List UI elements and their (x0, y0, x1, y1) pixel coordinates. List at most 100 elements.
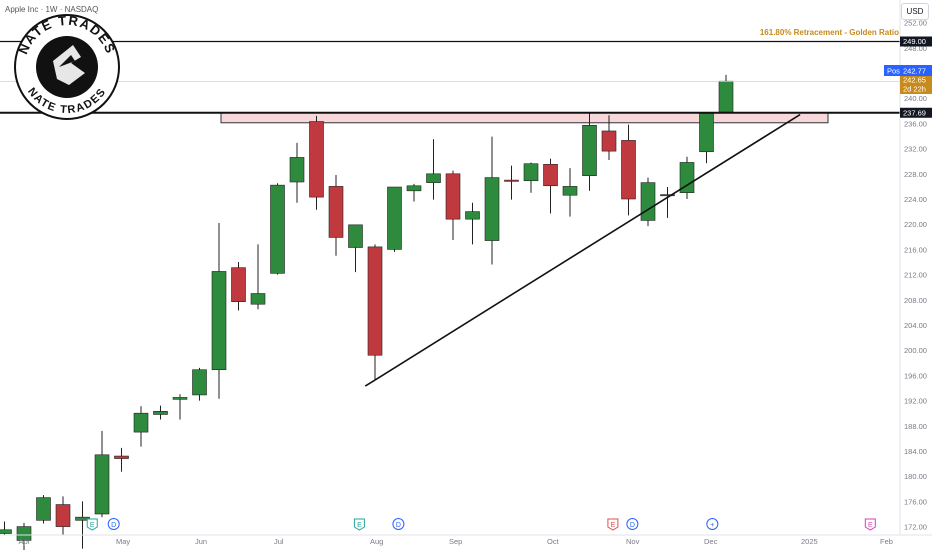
candle[interactable] (16, 522, 32, 552)
event-marker-label: E (611, 522, 616, 529)
post-price-badge-text: 242.77 (903, 67, 926, 76)
price-tick-label: 204.00 (904, 321, 927, 330)
event-marker-label: E (90, 522, 95, 529)
candle-body (16, 526, 32, 541)
candle[interactable] (114, 447, 129, 472)
fib-price-badge-bg (900, 36, 932, 47)
candle[interactable] (153, 405, 168, 420)
candle[interactable] (601, 115, 617, 160)
dividend-marker[interactable]: D (626, 518, 639, 530)
price-tick-label: 220.00 (904, 220, 927, 229)
candle[interactable] (679, 156, 695, 199)
fib-price-badge-text: 249.00 (903, 37, 926, 46)
time-tick-label: 2025 (801, 537, 818, 546)
candle-body (192, 369, 207, 396)
fib-price-badge: 249.00 (900, 36, 932, 47)
candle-body (406, 185, 422, 192)
price-tick-label: 172.00 (904, 523, 927, 532)
symbol-title: Apple Inc · 1W · NASDAQ (5, 5, 99, 14)
candle[interactable] (36, 495, 51, 524)
candle[interactable] (309, 115, 324, 210)
candle[interactable] (0, 521, 12, 536)
dividend-marker[interactable]: D (107, 518, 120, 530)
candle[interactable] (289, 142, 305, 203)
event-marker-shape (626, 518, 639, 530)
candle[interactable] (465, 202, 480, 245)
candle-body (270, 184, 285, 274)
candle[interactable] (211, 222, 227, 399)
candle[interactable] (172, 394, 188, 420)
candle[interactable] (406, 183, 422, 202)
candle-body (640, 182, 656, 221)
price-tick-label: 212.00 (904, 271, 927, 280)
dividend-marker[interactable]: + (706, 518, 719, 530)
time-tick-label: Aug (370, 537, 383, 546)
candle[interactable] (562, 168, 578, 217)
candle[interactable] (133, 406, 149, 447)
candle-body (465, 211, 480, 220)
candle-body (699, 113, 714, 153)
candle-body (445, 173, 461, 220)
candle[interactable] (523, 162, 539, 193)
event-marker-label: D (630, 522, 635, 529)
earnings-marker[interactable]: E (86, 518, 98, 531)
candle[interactable] (231, 262, 246, 311)
candle[interactable] (192, 367, 207, 401)
time-tick-label: May (116, 537, 130, 546)
candle[interactable] (660, 187, 675, 218)
candle-body (289, 157, 305, 183)
candle-body (348, 224, 363, 248)
price-tick-label: 176.00 (904, 497, 927, 506)
candle-body (523, 163, 539, 182)
time-tick-label: Oct (547, 537, 560, 546)
candle[interactable] (367, 244, 383, 380)
candle[interactable] (270, 183, 285, 275)
currency-button[interactable]: USD (901, 3, 929, 20)
price-tick-label: 224.00 (904, 195, 927, 204)
candle[interactable] (484, 136, 500, 265)
candle[interactable] (621, 124, 636, 216)
trendline[interactable] (364, 113, 801, 387)
candle[interactable] (387, 186, 402, 252)
dividend-marker[interactable]: D (392, 518, 405, 530)
candle[interactable] (348, 224, 363, 273)
candle[interactable] (640, 177, 656, 227)
candle[interactable] (250, 244, 266, 310)
candle-body (0, 529, 12, 534)
post-price-badge: 242.77 (900, 65, 932, 76)
candle[interactable] (445, 170, 461, 240)
candle[interactable] (55, 496, 71, 536)
candle[interactable] (328, 175, 344, 256)
candle-body (211, 271, 227, 371)
candle[interactable] (718, 74, 734, 113)
event_pink-marker[interactable]: E (864, 518, 876, 531)
candle[interactable] (699, 112, 714, 164)
earnings-marker[interactable]: E (353, 518, 365, 531)
time-tick-label: Feb (880, 537, 893, 546)
price-tick-label: 180.00 (904, 472, 927, 481)
candle[interactable] (94, 430, 110, 518)
candle[interactable] (504, 165, 519, 200)
post-label-badge: Post (884, 65, 903, 76)
price-tick-label: 192.00 (904, 397, 927, 406)
time-tick-label: Jun (195, 537, 207, 546)
current-price-badge: 242.65 (900, 76, 932, 85)
event_red-marker[interactable]: E (607, 518, 619, 531)
candle[interactable] (426, 139, 441, 200)
candle-body (55, 504, 71, 527)
time-tick-label: Nov (626, 537, 640, 546)
post-label-badge-bg (884, 65, 902, 76)
candle[interactable] (543, 158, 558, 214)
candle[interactable] (582, 112, 597, 191)
candle-body (231, 267, 246, 302)
price-tick-label: 216.00 (904, 245, 927, 254)
candle-body (309, 121, 324, 198)
candle-body (660, 194, 675, 197)
event-marker-shape (607, 518, 619, 531)
candle-body (367, 246, 383, 356)
post-price-badge-bg (900, 65, 932, 76)
candle-body (484, 177, 500, 241)
price-tick-label: 252.00 (904, 19, 927, 28)
